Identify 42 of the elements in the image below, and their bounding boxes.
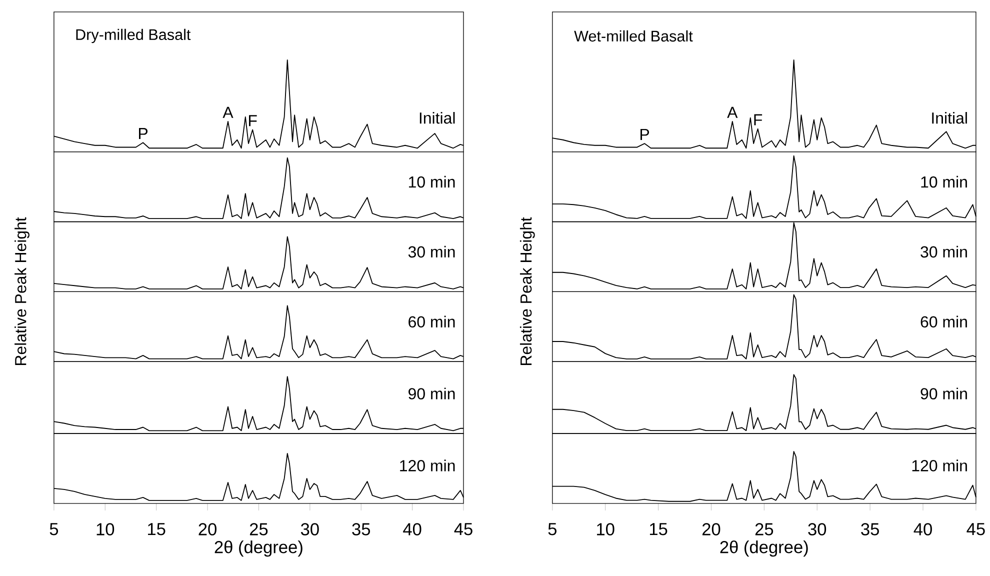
annotation: P (139, 128, 148, 139)
x-tick-label: 35 (861, 522, 879, 536)
x-tick-label: 15 (148, 522, 166, 536)
y-axis-title: Relative Peak Height (14, 217, 30, 365)
x-tick-label: 5 (548, 522, 556, 536)
x-tick-label: 10 (597, 522, 614, 536)
annotation: 90 min (408, 388, 455, 400)
chart-title: Dry-milled Basalt (76, 28, 191, 43)
annotation: 60 min (408, 316, 455, 328)
x-tick-label: 40 (914, 522, 932, 536)
x-tick-label: 45 (966, 522, 985, 536)
x-tick-label: 30 (300, 522, 319, 536)
x-tick-label: 5 (50, 522, 58, 536)
x-tick-label: 15 (650, 522, 668, 536)
annotation: 60 min (920, 316, 967, 328)
annotation: Initial (420, 112, 455, 124)
annotation: F (249, 115, 257, 126)
annotation: A (222, 106, 234, 118)
x-axis-title: 2θ (degree) (214, 540, 302, 557)
chart-title: Wet-milled Basalt (574, 30, 693, 42)
x-tick-label: 25 (755, 522, 774, 536)
annotation: 30 min (408, 246, 455, 258)
x-tick-label: 35 (352, 522, 370, 536)
x-tick-label: 10 (96, 522, 114, 536)
annotation: P (640, 128, 650, 140)
annotation: 10 min (921, 176, 967, 188)
x-tick-label: 30 (808, 522, 826, 536)
x-tick-label: 40 (403, 522, 422, 536)
annotation: 90 min (920, 388, 967, 400)
annotation: F (754, 114, 762, 126)
annotation: A (727, 106, 738, 118)
annotation: 10 min (408, 176, 455, 188)
annotation: 30 min (920, 246, 967, 258)
y-axis-title: Relative Peak Height (520, 217, 535, 365)
annotation: 120 min (400, 459, 455, 472)
x-tick-label: 20 (198, 522, 216, 536)
x-axis-title: 2θ (degree) (720, 540, 808, 557)
x-tick-label: 25 (250, 522, 268, 536)
annotation: 120 min (912, 459, 967, 472)
x-tick-label: 20 (702, 522, 720, 536)
annotation: Initial (932, 112, 967, 124)
x-tick-label: 45 (454, 522, 472, 536)
